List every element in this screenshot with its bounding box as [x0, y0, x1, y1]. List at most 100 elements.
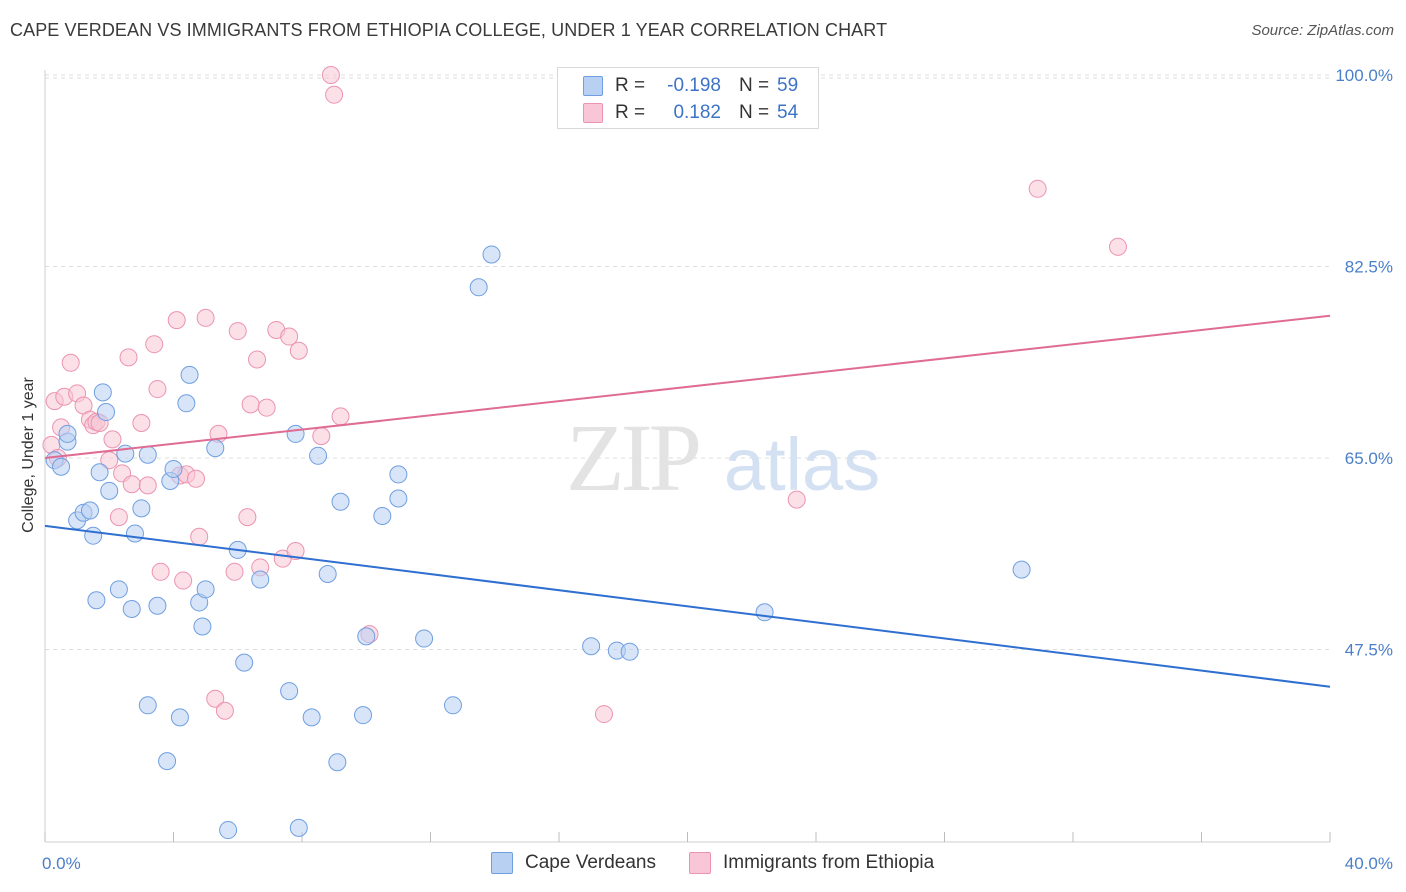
capeverdean-point: [357, 627, 376, 646]
legend-r-label: R =: [615, 75, 646, 96]
watermark-zip: ZIP: [566, 404, 699, 511]
y-tick-label: 65.0%: [1345, 449, 1393, 468]
ethiopia-point: [312, 427, 331, 446]
ethiopia-point: [248, 350, 267, 369]
capeverdean-point: [122, 600, 141, 619]
legend-r-value: -0.198: [667, 75, 721, 96]
legend-n-value: 54: [777, 102, 799, 123]
y-axis-label: College, Under 1 year: [20, 377, 37, 533]
bottom-legend-capeverdeans: Cape Verdeans: [491, 852, 656, 874]
ethiopia-point: [138, 476, 157, 495]
ethiopia-trend-line: [44, 314, 1331, 459]
capeverdean-point: [469, 278, 488, 297]
y-tick-label: 82.5%: [1345, 258, 1393, 277]
ethiopia-point: [145, 335, 164, 354]
capeverdean-point: [138, 445, 157, 464]
capeverdean-point: [289, 818, 308, 837]
capeverdean-point: [286, 424, 305, 443]
capeverdean-point: [164, 459, 183, 478]
capeverdean-point: [109, 580, 128, 599]
capeverdean-point: [309, 446, 328, 465]
capeverdean-point: [251, 570, 270, 589]
ethiopia-point: [132, 413, 151, 432]
capeverdean-point: [132, 499, 151, 518]
y-tick-label: 100.0%: [1335, 66, 1393, 85]
ethiopia-point: [225, 562, 244, 581]
x-tick-label: 0.0%: [42, 854, 81, 873]
capeverdean-point: [389, 465, 408, 484]
legend-row-capeverdean: R = -0.198 N = 59: [583, 73, 798, 99]
ethiopia-point: [122, 475, 141, 494]
capeverdean-point: [100, 481, 119, 500]
capeverdean-point: [235, 653, 254, 672]
capeverdean-point: [177, 394, 196, 413]
ethiopia-point: [1028, 179, 1047, 198]
ethiopia-point: [190, 527, 209, 546]
bottom-legend-label: Immigrants from Ethiopia: [723, 852, 935, 873]
ethiopia-point: [61, 353, 80, 372]
capeverdean-point: [354, 706, 373, 725]
capeverdean-point: [93, 383, 112, 402]
bottom-legend-label: Cape Verdeans: [525, 852, 656, 873]
tick-labels: 47.5% 65.0% 82.5% 100.0% 0.0% 40.0%: [42, 66, 1393, 873]
capeverdean-point: [1012, 560, 1031, 579]
ethiopia-point: [119, 348, 138, 367]
capeverdean-point: [148, 596, 167, 615]
capeverdean-point: [58, 424, 77, 443]
ethiopia-point: [167, 311, 186, 330]
capeverdean-point: [180, 365, 199, 384]
legend-n-value: 59: [777, 75, 799, 96]
legend-swatch-pink: [583, 103, 603, 123]
capeverdean-point: [373, 506, 392, 525]
ethiopia-point: [331, 407, 350, 426]
capeverdean-point: [206, 439, 225, 458]
trend-lines: [44, 314, 1331, 688]
capeverdean-point: [280, 682, 299, 701]
ethiopia-points: [42, 66, 1127, 724]
capeverdean-point: [443, 696, 462, 715]
chart-title: CAPE VERDEAN VS IMMIGRANTS FROM ETHIOPIA…: [10, 20, 888, 40]
capeverdean-point: [125, 524, 144, 543]
capeverdean-point: [415, 629, 434, 648]
ethiopia-point: [206, 689, 225, 708]
bottom-legend: Cape Verdeans Immigrants from Ethiopia: [0, 852, 1406, 878]
axes: [44, 70, 1331, 843]
ethiopia-point: [257, 398, 276, 417]
capeverdean-point: [331, 492, 350, 511]
ethiopia-point: [594, 705, 613, 724]
legend-r-label: R =: [615, 102, 646, 123]
ethiopia-point: [325, 85, 344, 104]
source-label: Source: ZipAtlas.com: [1251, 22, 1394, 39]
capeverdean-point: [84, 526, 103, 545]
capeverdean-point: [170, 708, 189, 727]
bottom-legend-ethiopia: Immigrants from Ethiopia: [689, 852, 934, 874]
capeverdean-point: [302, 708, 321, 727]
watermark-atlas: atlas: [724, 423, 880, 506]
capeverdean-point: [80, 501, 99, 520]
capeverdean-point: [158, 752, 177, 771]
capeverdean-point: [389, 489, 408, 508]
ethiopia-point: [228, 322, 247, 341]
capeverdean-point: [219, 821, 238, 840]
ethiopia-point: [103, 430, 122, 449]
ethiopia-point: [174, 571, 193, 590]
grid-lines: [45, 74, 1330, 650]
legend-n-label: N =: [739, 75, 770, 96]
y-tick-label: 47.5%: [1345, 641, 1393, 660]
ethiopia-point: [238, 508, 257, 527]
legend-swatch-blue: [583, 76, 603, 96]
capeverdean-point: [482, 245, 501, 264]
legend-n-label: N =: [739, 102, 770, 123]
ethiopia-point: [321, 66, 340, 84]
ethiopia-point: [1108, 237, 1127, 256]
watermark: ZIP atlas: [566, 404, 880, 511]
legend-row-ethiopia: R = 0.182 N = 54: [583, 100, 798, 126]
ethiopia-point: [280, 327, 299, 346]
capeverdean-point: [138, 696, 157, 715]
capeverdean-point: [193, 617, 212, 636]
capeverdean-point: [318, 564, 337, 583]
ethiopia-point: [151, 562, 170, 581]
ethiopia-point: [148, 380, 167, 399]
ethiopia-point: [289, 341, 308, 360]
